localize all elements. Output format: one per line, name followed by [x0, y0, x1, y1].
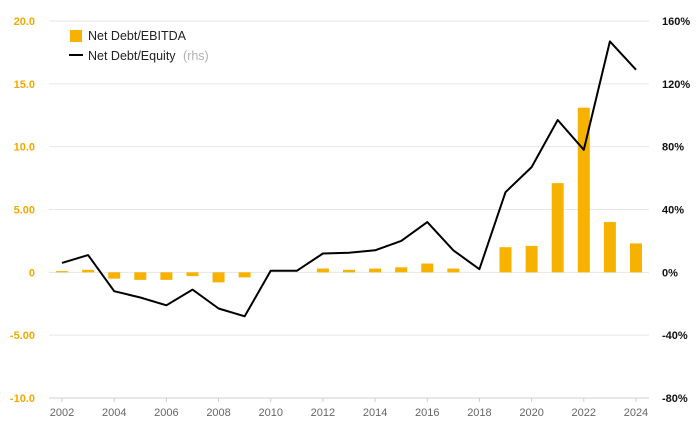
x-tick-label: 2002	[50, 407, 74, 419]
right-tick-label: -40%	[662, 330, 688, 342]
left-tick-label: -10.0	[10, 393, 35, 405]
right-tick-label: -80%	[662, 393, 688, 405]
bar	[369, 268, 382, 273]
right-tick-label: 40%	[662, 205, 684, 217]
x-tick-label: 2020	[519, 407, 543, 419]
left-tick-label: 20.0	[14, 16, 35, 28]
x-tick-label: 2006	[154, 407, 178, 419]
right-tick-label: 120%	[662, 79, 690, 91]
bar	[56, 271, 69, 273]
x-tick-label: 2004	[102, 407, 126, 419]
bar	[134, 272, 147, 280]
bar	[421, 263, 434, 273]
bar	[186, 272, 199, 277]
x-tick-label: 2012	[311, 407, 335, 419]
right-tick-label: 80%	[662, 142, 684, 154]
bar	[629, 243, 642, 273]
legend-line-note: (rhs)	[183, 49, 209, 63]
x-tick-label: 2022	[572, 407, 596, 419]
bar	[577, 107, 590, 273]
bar	[238, 272, 251, 278]
bar	[447, 268, 460, 273]
bar	[316, 268, 329, 273]
bar	[525, 245, 538, 273]
left-axis: -10.0 -5.00 0 5.00 10.0 15.0 20.0	[10, 16, 35, 405]
x-tick-label: 2016	[415, 407, 439, 419]
left-tick-label: -5.00	[10, 330, 35, 342]
x-tick-label: 2024	[624, 407, 648, 419]
bar	[395, 267, 408, 273]
left-tick-label: 15.0	[14, 79, 35, 91]
left-tick-label: 0	[29, 267, 35, 279]
bar	[499, 247, 512, 273]
legend-bar-label: Net Debt/EBITDA	[88, 29, 187, 43]
line-path	[61, 40, 637, 318]
left-tick-label: 10.0	[14, 142, 35, 154]
right-tick-label: 0%	[662, 267, 678, 279]
right-axis: -80% -40% 0% 40% 80% 120% 160%	[662, 16, 690, 405]
x-tick-label: 2014	[363, 407, 387, 419]
legend-bar-swatch	[70, 30, 82, 42]
bar	[212, 272, 225, 283]
legend-line-name: Net Debt/Equity	[88, 49, 176, 63]
bar	[82, 269, 95, 273]
left-tick-label: 5.00	[14, 205, 35, 217]
line-series	[61, 40, 637, 318]
x-tick-label: 2010	[258, 407, 282, 419]
legend: Net Debt/EBITDA Net Debt/Equity (rhs)	[69, 29, 209, 63]
bar	[160, 272, 173, 280]
x-tick-label: 2008	[206, 407, 230, 419]
bar	[343, 269, 355, 273]
x-tick-label: 2018	[467, 407, 491, 419]
bar	[108, 272, 121, 279]
bar	[551, 183, 564, 273]
bar-series	[56, 107, 642, 283]
right-tick-label: 160%	[662, 16, 690, 28]
legend-line-label: Net Debt/Equity (rhs)	[88, 49, 209, 63]
gridlines	[49, 20, 649, 336]
x-axis: 2002 2004 2006 2008 2010 2012 2014 2016 2018 2020…	[49, 397, 649, 419]
bar	[603, 222, 616, 273]
